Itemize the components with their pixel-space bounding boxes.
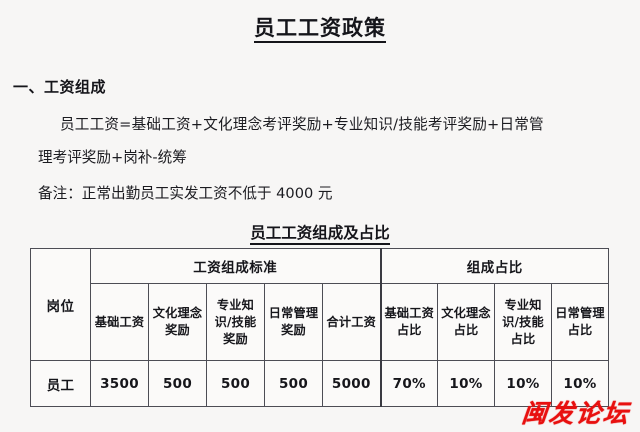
salary-note: 备注：正常出勤员工实发工资不低于 4000 元 [38,185,333,202]
header-culture-award: 文化理念奖励 [148,283,207,361]
header-skill-award: 专业知识/技能奖励 [206,283,265,361]
header-group-standard: 工资组成标准 [89,248,382,284]
section-heading: 一、工资组成 [13,78,107,96]
table-caption-text: 员工工资组成及占比 [250,224,390,245]
header-daily-mgmt-pct: 日常管理占比 [551,283,610,361]
page-title-text: 员工工资政策 [254,16,386,43]
header-culture-pct: 文化理念占比 [437,283,496,361]
header-daily-mgmt-award: 日常管理奖励 [264,283,323,361]
header-base-salary: 基础工资 [90,283,149,361]
forum-watermark: 闽发论坛 [520,399,632,428]
table-caption: 员工工资组成及占比 [0,221,640,245]
salary-formula-line-2: 理考评奖励+岗补-统筹 [38,149,187,166]
table-group-header-row: 岗位 工资组成标准 组成占比 [30,248,610,361]
cell-position: 员工 [30,360,91,407]
cell-culture-pct: 10% [437,360,496,407]
cell-daily-mgmt-award: 500 [264,360,323,407]
salary-table-wrap: 岗位 工资组成标准 组成占比 基础工资 文化理念奖励 专业知识/技能奖励 日常管… [30,248,610,407]
header-group-proportion: 组成占比 [380,248,610,284]
header-position: 岗位 [30,248,91,361]
header-skill-pct: 专业知识/技能占比 [494,283,553,361]
salary-formula-line-1: 员工工资=基础工资+文化理念考评奖励+专业知识/技能考评奖励+日常管 [60,116,544,133]
cell-skill-award: 500 [206,360,265,407]
table-row: 员工 3500 500 500 500 5000 70% 10% 10% 10% [30,360,610,407]
cell-total-salary: 5000 [321,360,382,407]
cell-culture-award: 500 [148,360,207,407]
cell-daily-mgmt-pct: 10% [551,360,610,407]
table-column-header-row: 基础工资 文化理念奖励 专业知识/技能奖励 日常管理奖励 合计工资 基础工资占比… [31,283,610,361]
header-total-salary: 合计工资 [321,283,382,361]
cell-base-salary-pct: 70% [380,360,439,407]
cell-skill-pct: 10% [494,360,553,407]
page-title: 员工工资政策 [0,12,640,43]
header-base-salary-pct: 基础工资占比 [380,283,439,361]
salary-table: 岗位 工资组成标准 组成占比 基础工资 文化理念奖励 专业知识/技能奖励 日常管… [30,248,610,407]
cell-base-salary: 3500 [90,360,149,407]
